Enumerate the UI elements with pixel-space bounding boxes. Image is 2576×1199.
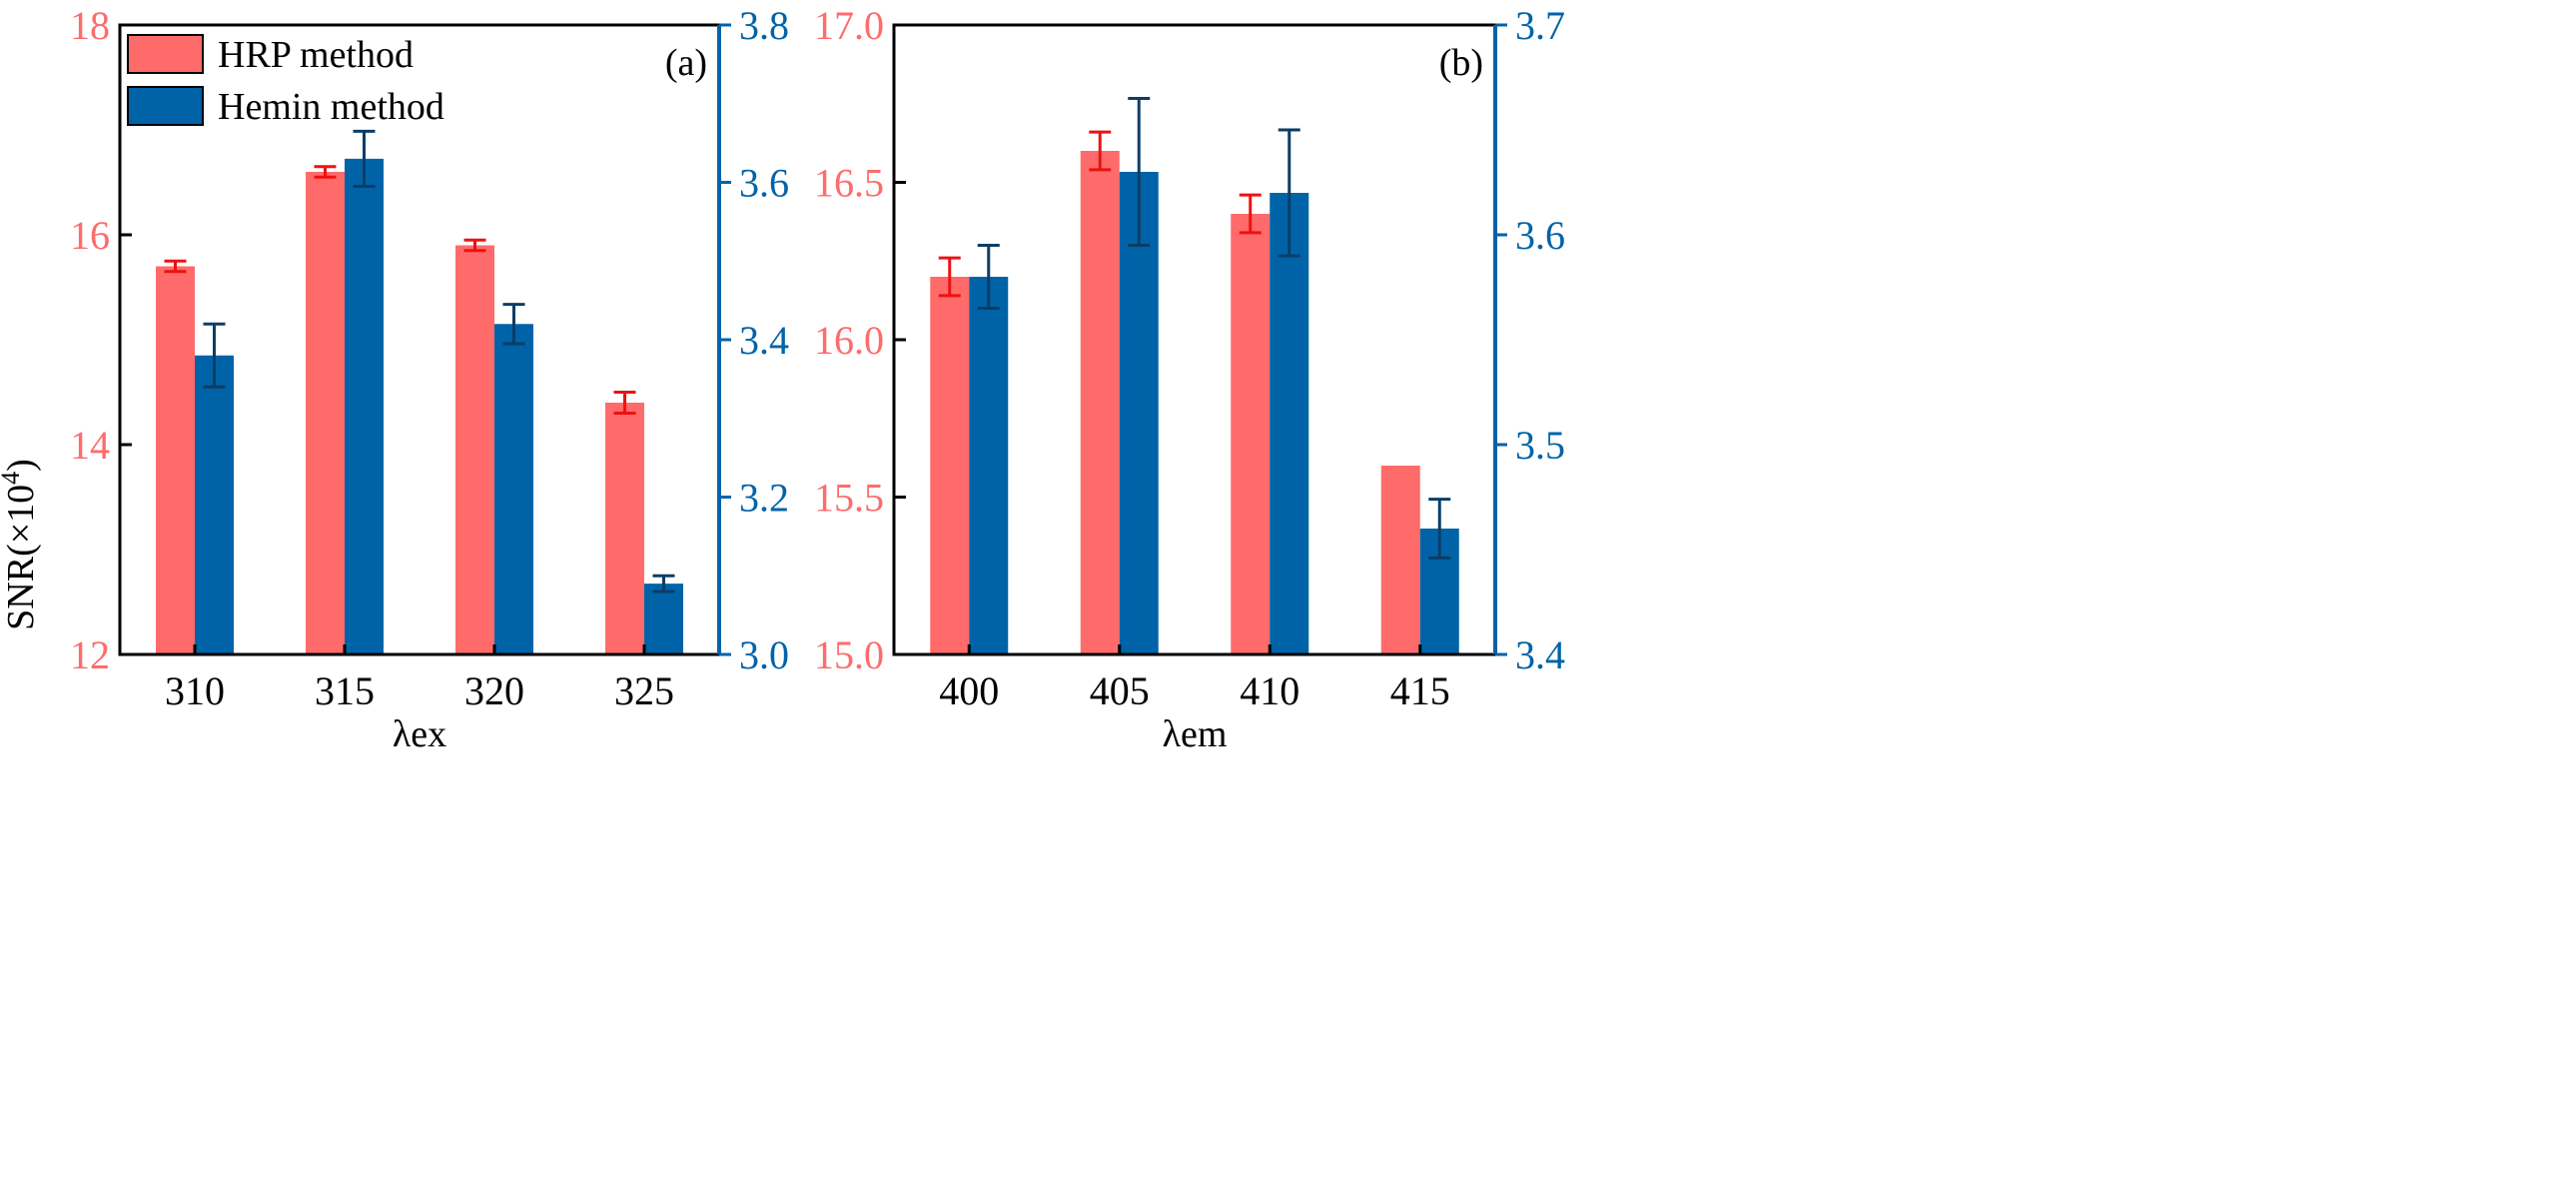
left-tick-label-15.0: 15.0 (814, 632, 884, 677)
bar-hrp-320 (455, 245, 494, 654)
panel-a-label: (a) (665, 42, 707, 84)
panel-b-x-axis-label: λem (1163, 713, 1228, 755)
bar-hrp-315 (306, 172, 345, 654)
x-tick-label-415: 415 (1390, 668, 1450, 713)
bar-hemin-325 (644, 584, 683, 654)
legend-hrp-swatch (127, 34, 204, 74)
right-tick-label-3.6: 3.6 (739, 161, 789, 206)
panel-b-right-ticks: 3.4 3.5 3.6 3.7 (1493, 3, 1565, 677)
right-tick-label-3.6: 3.6 (1515, 213, 1565, 258)
bar-hrp-410 (1231, 214, 1271, 654)
left-tick-label-12: 12 (70, 632, 110, 677)
error-bar-hemin-400 (977, 244, 1000, 310)
panel-b: 15.0 15.5 16.0 16.5 17.0 3.4 3.5 3.6 3.7 400 405… (814, 3, 1565, 755)
error-bar-hrp-400 (938, 256, 961, 298)
error-bar-hemin-325 (652, 574, 675, 594)
left-tick-label-18: 18 (70, 3, 110, 48)
error-bar-hemin-410 (1278, 128, 1300, 258)
error-bar-hrp-410 (1239, 193, 1262, 235)
panel-b-label: (b) (1439, 42, 1483, 84)
error-bar-hemin-320 (502, 303, 525, 346)
right-tick-label-3.2: 3.2 (739, 476, 789, 521)
bar-hrp-415 (1380, 466, 1420, 654)
bar-hemin-410 (1270, 193, 1309, 654)
panel-a-right-ticks: 3.0 3.2 3.4 3.6 3.8 (717, 3, 789, 677)
bar-hemin-320 (494, 324, 533, 654)
bar-hrp-310 (156, 266, 195, 654)
error-bar-hemin-315 (353, 129, 376, 188)
x-tick-label-400: 400 (939, 668, 999, 713)
panel-b-error-bars (938, 97, 1451, 560)
right-tick-label-3.4: 3.4 (739, 318, 789, 363)
error-bar-hrp-405 (1089, 130, 1112, 172)
right-tick-label-3.7: 3.7 (1515, 3, 1565, 48)
x-tick-label-325: 325 (614, 668, 674, 713)
panel-b-bars (930, 151, 1459, 654)
left-tick-label-16.5: 16.5 (814, 161, 884, 206)
y-axis-label: SNR(×104) (0, 459, 42, 630)
bar-hemin-310 (195, 355, 234, 654)
error-bar-hemin-310 (203, 322, 226, 389)
right-tick-label-3.5: 3.5 (1515, 423, 1565, 468)
panel-a: 12 14 16 18 3.0 3.2 3.4 3.6 3.8 310 315 320 325 (a… (70, 3, 789, 755)
error-bar-hemin-415 (1428, 498, 1451, 560)
x-tick-label-405: 405 (1090, 668, 1150, 713)
legend-hemin-swatch (127, 86, 204, 126)
bar-hrp-400 (930, 277, 970, 654)
error-bar-hrp-315 (314, 165, 337, 179)
panel-a-bars (156, 158, 683, 654)
panel-b-left-ticks: 15.0 15.5 16.0 16.5 17.0 (814, 3, 906, 677)
x-tick-label-310: 310 (165, 668, 225, 713)
right-tick-label-3.4: 3.4 (1515, 632, 1565, 677)
right-tick-label-3.0: 3.0 (739, 632, 789, 677)
bar-hemin-315 (345, 158, 384, 654)
error-bar-hrp-325 (613, 391, 636, 415)
error-bar-hrp-310 (164, 259, 187, 274)
panel-a-x-ticks: 310 315 320 325 (165, 644, 674, 713)
x-tick-label-410: 410 (1240, 668, 1299, 713)
bar-hrp-325 (605, 403, 644, 654)
panel-a-left-ticks: 12 14 16 18 (70, 3, 132, 677)
legend-hrp-label: HRP method (218, 34, 414, 76)
error-bar-hrp-320 (463, 238, 486, 253)
bar-hemin-405 (1119, 172, 1159, 654)
bar-hrp-405 (1080, 151, 1120, 654)
x-tick-label-315: 315 (315, 668, 375, 713)
panel-b-x-ticks: 400 405 410 415 (939, 644, 1450, 713)
left-tick-label-17.0: 17.0 (814, 3, 884, 48)
x-tick-label-320: 320 (464, 668, 524, 713)
left-tick-label-16: 16 (70, 213, 110, 258)
panel-a-legend: HRP method Hemin method (127, 34, 444, 128)
error-bar-hemin-405 (1128, 97, 1151, 247)
left-tick-label-14: 14 (70, 423, 110, 468)
panel-a-error-bars (164, 129, 675, 594)
bar-hemin-400 (969, 277, 1009, 654)
legend-hemin-label: Hemin method (218, 86, 444, 128)
left-tick-label-16.0: 16.0 (814, 318, 884, 363)
right-tick-label-3.8: 3.8 (739, 3, 789, 48)
panel-a-x-axis-label: λex (393, 713, 446, 755)
left-tick-label-15.5: 15.5 (814, 476, 884, 521)
